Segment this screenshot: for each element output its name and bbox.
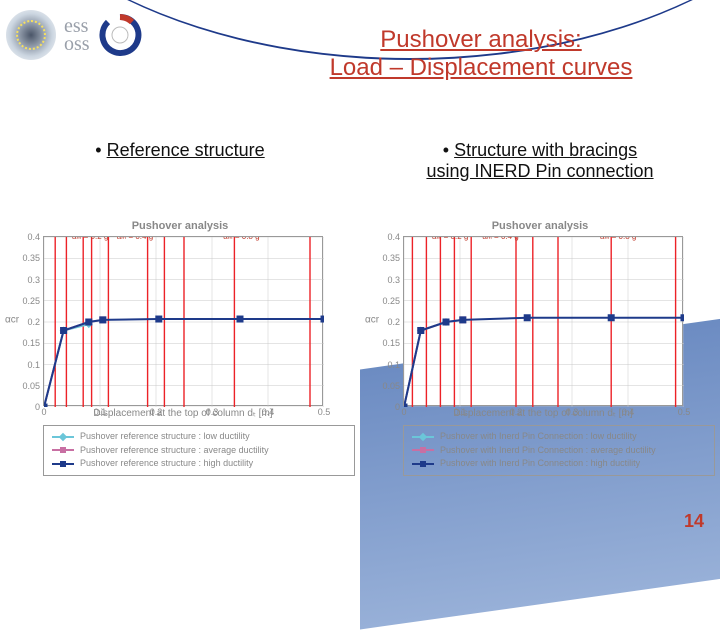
plot-area: aₘ = 0.1 gaₘ = 0.2 gaₘ = 0.3 gaₘ = 0.4 g… <box>43 236 323 406</box>
chart-ylabel: αcr <box>365 315 379 326</box>
svg-text:aₘ = 0.4 g: aₘ = 0.4 g <box>482 237 518 241</box>
subtitle-left: • Reference structure <box>0 140 360 182</box>
subtitle-right-line2: using INERD Pin connection <box>426 161 653 181</box>
legend-item: Pushover reference structure : average d… <box>52 444 346 458</box>
svg-text:aₘ = 0.8 g: aₘ = 0.8 g <box>600 237 636 241</box>
plot-area: aₘ = 0.1 gaₘ = 0.2 gaₘ = 0.3 gaₘ = 0.4 g… <box>403 236 683 406</box>
chart-legend: Pushover reference structure : low ducti… <box>43 425 355 476</box>
eu-flag-logo <box>6 10 56 60</box>
lessloss-logo-text: ess oss <box>64 17 90 53</box>
chart-legend: Pushover with Inerd Pin Connection : low… <box>403 425 715 476</box>
svg-text:aₘ = 0.2 g: aₘ = 0.2 g <box>72 237 108 241</box>
svg-text:aₘ = 0.4 g: aₘ = 0.4 g <box>117 237 153 241</box>
title-line1: Pushover analysis: <box>380 26 581 53</box>
chart-xlabel: Displacement at the top of column dₜ [m] <box>403 408 683 419</box>
svg-text:aₘ = 0.2 g: aₘ = 0.2 g <box>432 237 468 241</box>
subtitle-right-line1: Structure with bracings <box>454 140 637 160</box>
legend-item: Pushover reference structure : low ducti… <box>52 430 346 444</box>
fp6-logo <box>98 13 142 57</box>
chart-ylabel: αcr <box>5 315 19 326</box>
logo-group: ess oss <box>6 10 142 60</box>
title-line2: Load – Displacement curves <box>330 54 633 81</box>
logo-text-bottom: oss <box>64 35 90 53</box>
chart-right: Pushover analysis αcr aₘ = 0.1 gaₘ = 0.2… <box>365 220 715 510</box>
chart-title: Pushover analysis <box>365 220 715 232</box>
charts-row: Pushover analysis αcr aₘ = 0.1 gaₘ = 0.2… <box>0 220 720 510</box>
legend-item: Pushover with Inerd Pin Connection : hig… <box>412 457 706 471</box>
subtitle-right: • Structure with bracings using INERD Pi… <box>360 140 720 182</box>
legend-item: Pushover with Inerd Pin Connection : ave… <box>412 444 706 458</box>
slide-title: Pushover analysis: Load – Displacement c… <box>266 26 696 81</box>
legend-item: Pushover reference structure : high duct… <box>52 457 346 471</box>
chart-xlabel: Displacement at the top of column dₜ [m] <box>43 408 323 419</box>
chart-left: Pushover analysis αcr aₘ = 0.1 gaₘ = 0.2… <box>5 220 355 510</box>
page-number: 14 <box>684 511 704 532</box>
legend-item: Pushover with Inerd Pin Connection : low… <box>412 430 706 444</box>
svg-text:aₘ = 0.8 g: aₘ = 0.8 g <box>223 237 259 241</box>
subtitle-left-text: Reference structure <box>107 140 265 160</box>
subtitles-row: • Reference structure • Structure with b… <box>0 140 720 182</box>
chart-title: Pushover analysis <box>5 220 355 232</box>
